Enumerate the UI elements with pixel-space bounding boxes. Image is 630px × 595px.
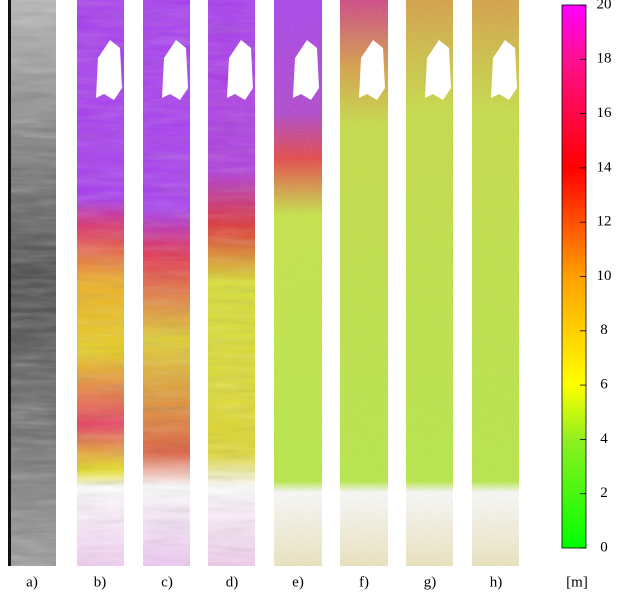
tick-label: 16: [597, 105, 613, 121]
gap: [162, 40, 188, 100]
tick-label: 18: [597, 51, 612, 67]
tick-label: 2: [600, 485, 608, 501]
colorbar-ticks: 0 2 4 6 8 10 12 14 16 18 20: [580, 0, 612, 555]
gap: [425, 40, 451, 100]
gap: [491, 40, 517, 100]
tick-label: 0: [600, 539, 608, 555]
panel-label: c): [161, 574, 173, 590]
panel-label: d): [226, 574, 239, 590]
gap: [96, 40, 122, 100]
tick-label: 8: [600, 322, 608, 338]
tick-label: 4: [600, 431, 608, 447]
gap: [227, 40, 253, 100]
panel-label: h): [490, 574, 503, 590]
panel-images: [8, 0, 519, 566]
gaps: [96, 40, 517, 100]
panel-label: g): [424, 574, 437, 590]
tick-label: 12: [597, 214, 612, 230]
tick-label: 6: [600, 377, 608, 393]
gap: [293, 40, 319, 100]
tick-label: 14: [597, 159, 613, 175]
gap: [359, 40, 385, 100]
panel-label: f): [359, 574, 369, 590]
image-texture: [8, 0, 56, 566]
panel-label: e): [292, 574, 304, 590]
panel-labels: a) b) c) d) e) f) g) h): [26, 574, 502, 590]
panel-label: b): [94, 574, 107, 590]
tick-label: 20: [597, 0, 612, 12]
tick-label: 10: [597, 268, 612, 284]
unit-label: [m]: [566, 574, 588, 590]
panel-label: a): [26, 574, 38, 590]
image-edge: [8, 0, 11, 566]
